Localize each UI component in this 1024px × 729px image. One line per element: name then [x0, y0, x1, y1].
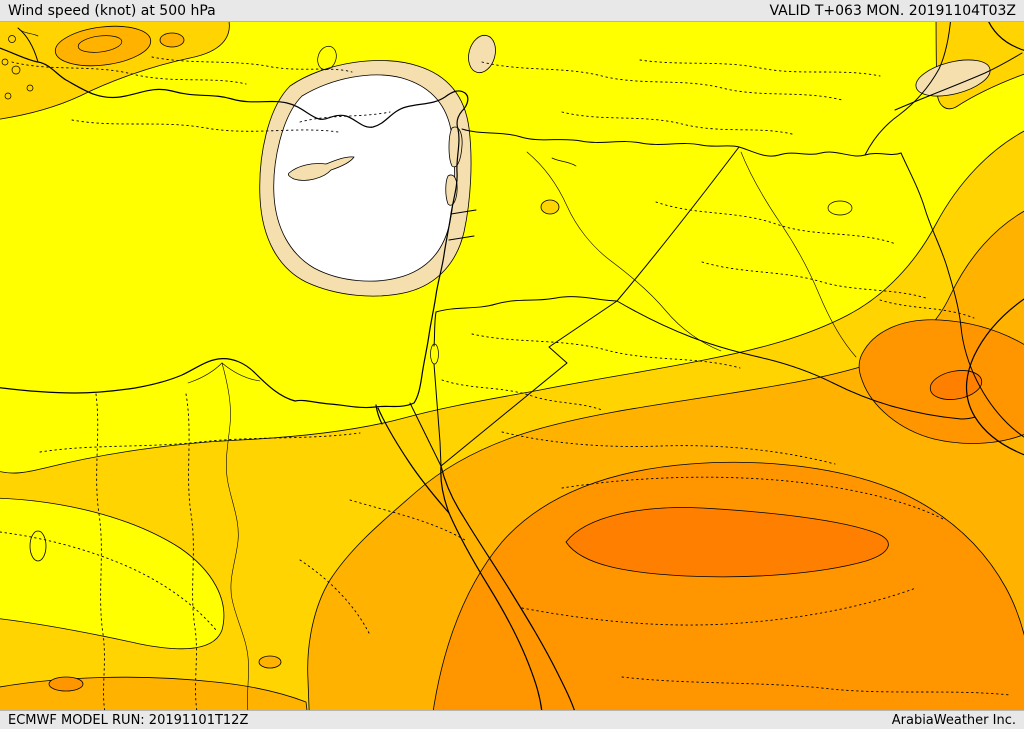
contour-dotted: [701, 261, 927, 299]
turkey-northeast-border: [864, 15, 952, 156]
persian-gulf-coast: [966, 298, 1024, 456]
footer-bar: ECMWF MODEL RUN: 20191101T12Z ArabiaWeat…: [0, 710, 1024, 729]
contour-dotted: [655, 201, 897, 245]
caucasus-border: [894, 52, 1023, 111]
contour-dotted: [621, 676, 1011, 696]
aegean-island-1: [11, 65, 21, 75]
lakes-and-islands: [4, 29, 853, 365]
speck-yellow-left: [29, 530, 47, 562]
iraq-saudi-border: [616, 300, 976, 420]
band-cream-northeast: [915, 59, 991, 97]
speck-red-aegean-1: [8, 35, 16, 43]
contour-dotted: [95, 393, 106, 713]
gulf-of-suez-coast: [377, 407, 450, 514]
model-run-label: ECMWF MODEL RUN: 20191101T12Z: [8, 712, 249, 728]
coastlines: [0, 15, 1024, 713]
syria-iraq-border: [616, 146, 740, 302]
band-orange-south: [430, 461, 1024, 729]
contour-dotted: [561, 111, 793, 135]
lake-assad-squiggle: [551, 157, 577, 167]
contour-dotted: [441, 379, 603, 411]
speck-amber-bottom: [258, 655, 282, 669]
valid-time-label: VALID T+063 MON. 20191104T03Z: [769, 2, 1016, 19]
contour-dotted: [39, 432, 361, 453]
speck-gold-syria: [540, 199, 560, 215]
syria-jordan-border: [435, 296, 618, 313]
suez-canal: [375, 404, 383, 425]
dead-sea: [430, 343, 439, 365]
gulf-of-aqaba-coast: [440, 465, 450, 514]
band-amber-northwest: [54, 25, 152, 67]
band-deep-east-spot: [929, 370, 983, 400]
jordan-river-line: [433, 311, 437, 347]
egypt-israel-border: [409, 402, 442, 467]
contour-dotted: [349, 499, 466, 541]
contour-dotted: [561, 476, 946, 521]
band-amber-northwest-small: [159, 32, 185, 48]
band-yellow-tongue-southwest: [0, 497, 225, 650]
rivers: [187, 151, 857, 713]
band-orange-northwest-core: [77, 35, 123, 53]
dotted-contour-lines: [0, 56, 1011, 713]
contour-dotted: [521, 587, 917, 626]
contour-dotted: [71, 119, 339, 133]
map-title: Wind speed (knot) at 500 hPa: [8, 2, 216, 19]
speck-orange-bottom-left: [48, 676, 84, 692]
lake-van: [827, 200, 853, 216]
attribution-label: ArabiaWeather Inc.: [891, 712, 1016, 728]
aegean-island-3: [4, 92, 12, 100]
lebanon-border-1: [450, 209, 477, 215]
turkey-syria-iraq-border: [461, 128, 902, 157]
contour-dotted: [501, 431, 836, 465]
iran-border-south: [900, 152, 1024, 438]
contour-dotted: [0, 531, 217, 631]
lake-tuz: [317, 45, 337, 71]
contour-dotted: [471, 333, 741, 369]
jordan-valley-south: [433, 363, 442, 467]
nile-delta-west: [187, 362, 223, 384]
aegean-coast-squiggle: [19, 29, 39, 37]
contour-dotted: [299, 559, 371, 636]
mediterranean-coastline: [0, 47, 469, 409]
band-deep-core: [565, 507, 889, 578]
contour-dotted: [639, 59, 881, 77]
nile-delta-east: [221, 362, 261, 382]
speck-red-aegean-2: [1, 58, 9, 66]
caspian-corner-coast: [985, 15, 1024, 51]
band-white-calm-core: [273, 74, 456, 282]
red-sea-east-shore: [440, 465, 576, 713]
contour-dotted: [185, 393, 198, 713]
lebanon-border-2: [448, 235, 475, 241]
tigris-river: [740, 151, 857, 358]
nile-river: [221, 362, 249, 713]
header-bar: Wind speed (knot) at 500 hPa VALID T+063…: [0, 0, 1024, 22]
jordan-saudi-border: [440, 300, 618, 467]
contour-dotted: [11, 61, 247, 85]
contour-dotted: [481, 61, 843, 101]
red-sea-west-shore: [448, 512, 543, 713]
euphrates-river: [526, 151, 722, 352]
aegean-island-2: [26, 84, 34, 92]
cyprus-island: [287, 156, 355, 181]
contour-dotted: [879, 299, 975, 319]
